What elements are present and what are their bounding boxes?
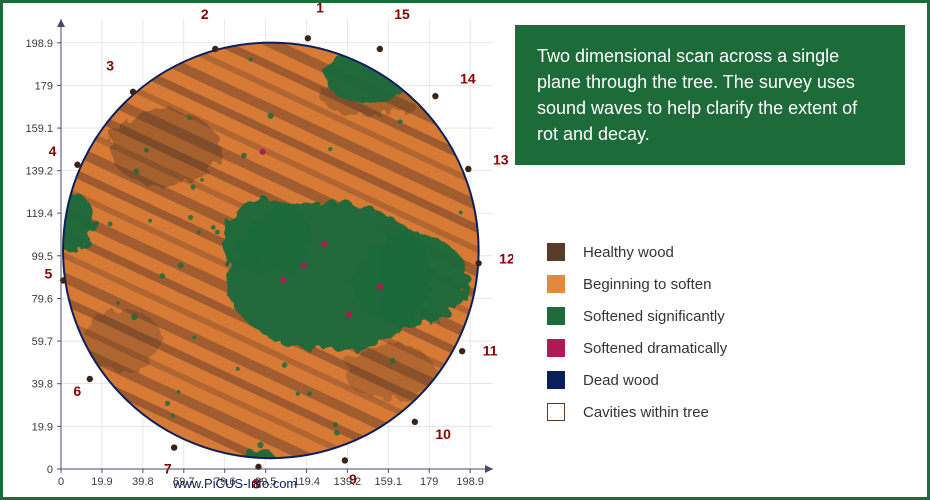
svg-text:1: 1 — [316, 3, 324, 16]
legend-row: Softened significantly — [547, 307, 807, 325]
legend-row: Softened dramatically — [547, 339, 807, 357]
svg-text:39.8: 39.8 — [132, 476, 153, 488]
legend-row: Dead wood — [547, 371, 807, 389]
description-box: Two dimensional scan across a single pla… — [515, 25, 905, 165]
legend-label: Dead wood — [583, 372, 659, 389]
svg-text:6: 6 — [73, 383, 81, 399]
svg-text:11: 11 — [483, 342, 498, 358]
chart-area: 123456789101112131415019.939.859.779.699… — [3, 3, 513, 500]
legend-swatch — [547, 403, 565, 421]
svg-text:59.7: 59.7 — [32, 336, 53, 348]
svg-text:179: 179 — [35, 80, 53, 92]
legend-swatch — [547, 371, 565, 389]
svg-text:7: 7 — [164, 460, 172, 476]
source-label: www.PiCUS-Info.com — [173, 476, 297, 491]
svg-text:13: 13 — [493, 152, 509, 168]
legend-row: Cavities within tree — [547, 403, 807, 421]
svg-text:2: 2 — [201, 6, 209, 22]
legend: Healthy wood Beginning to soften Softened … — [547, 243, 807, 435]
legend-row: Beginning to soften — [547, 275, 807, 293]
svg-text:19.9: 19.9 — [32, 421, 53, 433]
legend-label: Cavities within tree — [583, 404, 709, 421]
legend-label: Softened dramatically — [583, 340, 727, 357]
svg-text:119.4: 119.4 — [293, 476, 320, 488]
svg-text:159.1: 159.1 — [25, 123, 53, 135]
legend-swatch — [547, 275, 565, 293]
svg-text:139.2: 139.2 — [334, 476, 362, 488]
svg-text:12: 12 — [499, 250, 513, 266]
svg-text:198.9: 198.9 — [25, 38, 53, 50]
tomogram-figure: 123456789101112131415019.939.859.779.699… — [0, 0, 930, 500]
svg-text:15: 15 — [394, 6, 410, 22]
legend-label: Healthy wood — [583, 244, 674, 261]
legend-swatch — [547, 243, 565, 261]
legend-label: Softened significantly — [583, 308, 725, 325]
svg-text:0: 0 — [47, 464, 53, 476]
svg-text:19.9: 19.9 — [91, 476, 112, 488]
legend-swatch — [547, 307, 565, 325]
svg-text:10: 10 — [435, 426, 451, 442]
svg-text:139.2: 139.2 — [25, 166, 53, 178]
svg-text:0: 0 — [58, 476, 64, 488]
svg-text:198.9: 198.9 — [456, 476, 484, 488]
svg-text:159.1: 159.1 — [375, 476, 403, 488]
svg-text:14: 14 — [460, 70, 476, 86]
legend-label: Beginning to soften — [583, 276, 711, 293]
svg-text:119.4: 119.4 — [26, 208, 53, 220]
svg-text:3: 3 — [106, 57, 114, 73]
svg-text:179: 179 — [420, 476, 438, 488]
legend-swatch — [547, 339, 565, 357]
svg-text:39.8: 39.8 — [32, 379, 53, 391]
svg-text:4: 4 — [49, 143, 57, 159]
svg-text:5: 5 — [45, 265, 53, 281]
svg-text:79.6: 79.6 — [32, 293, 53, 305]
svg-text:99.5: 99.5 — [32, 251, 53, 263]
legend-row: Healthy wood — [547, 243, 807, 261]
description-text: Two dimensional scan across a single pla… — [537, 46, 857, 144]
tomogram-chart: 123456789101112131415019.939.859.779.699… — [3, 3, 513, 500]
